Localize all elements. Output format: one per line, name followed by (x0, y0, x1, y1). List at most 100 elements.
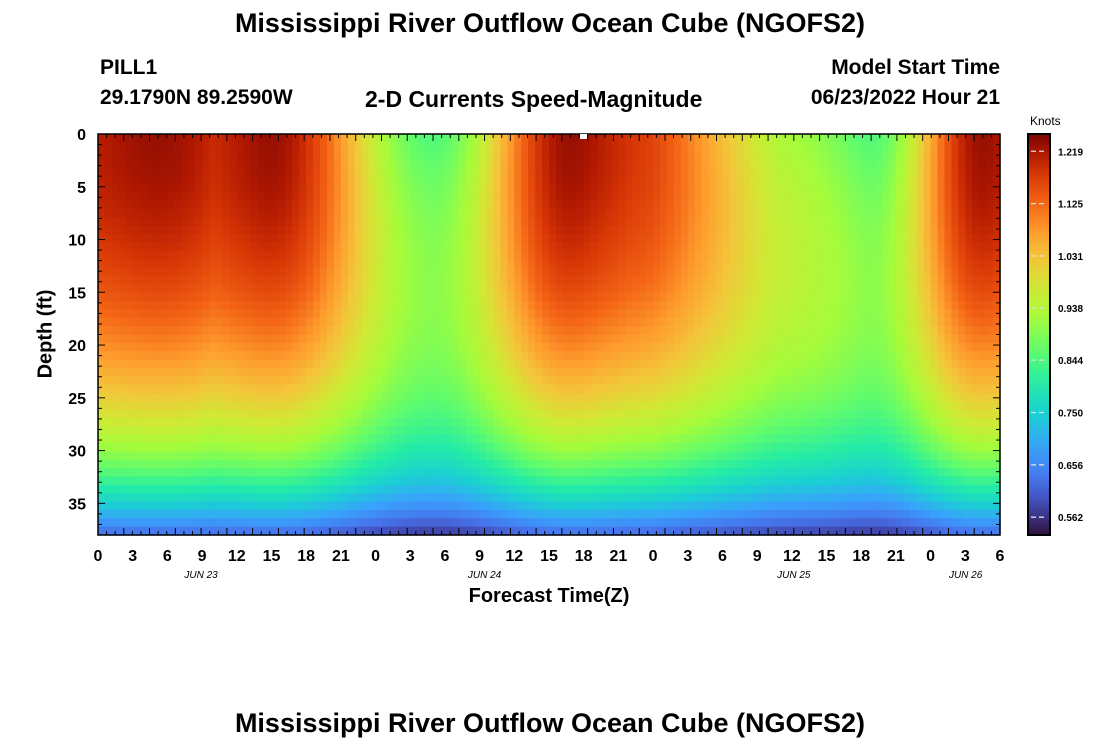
heatmap-cell (632, 317, 640, 327)
heatmap-cell (375, 192, 384, 202)
heatmap-cell (375, 276, 384, 285)
heatmap-cell (278, 175, 286, 185)
heatmap-cell (375, 267, 384, 277)
heatmap-cell (139, 242, 148, 252)
heatmap-cell (292, 217, 300, 227)
heatmap-cell (458, 134, 467, 143)
heatmap-cell (292, 484, 300, 494)
heatmap-cell (153, 359, 162, 369)
heatmap-cell (153, 392, 162, 402)
heatmap-cell (382, 509, 391, 519)
heatmap-cell (333, 167, 342, 177)
heatmap-cell (368, 159, 377, 169)
heatmap-cell (812, 359, 821, 369)
heatmap-cell (729, 518, 737, 528)
heatmap-cell (653, 142, 661, 152)
heatmap-cell (167, 459, 175, 469)
heatmap-cell (729, 476, 737, 486)
heatmap-cell (292, 225, 300, 235)
heatmap-cell (417, 150, 425, 160)
heatmap-cell (410, 418, 418, 427)
heatmap-cell (465, 167, 474, 177)
heatmap-cell (535, 501, 543, 511)
heatmap-cell (708, 342, 717, 352)
heatmap-cell (625, 242, 633, 252)
heatmap-cell (611, 159, 619, 169)
heatmap-cell (750, 501, 758, 511)
heatmap-cell (542, 476, 550, 486)
heatmap-cell (666, 351, 675, 361)
heatmap-cell (486, 276, 495, 285)
heatmap-cell (98, 242, 106, 252)
heatmap-cell (125, 434, 134, 444)
heatmap-cell (666, 167, 675, 177)
heatmap-cell (306, 426, 314, 436)
heatmap-cell (229, 392, 238, 402)
heatmap-cell (160, 209, 168, 219)
heatmap-cell (320, 384, 328, 394)
heatmap-cell (202, 134, 210, 143)
heatmap-cell (604, 242, 613, 252)
heatmap-cell (777, 409, 786, 419)
heatmap-cell (361, 326, 370, 336)
heatmap-cell (292, 175, 300, 185)
heatmap-cell (118, 234, 127, 244)
heatmap-cell (736, 392, 744, 402)
heatmap-cell (736, 292, 744, 302)
heatmap-cell (576, 159, 585, 169)
heatmap-cell (118, 518, 127, 528)
heatmap-cell (146, 484, 155, 494)
heatmap-cell (528, 501, 536, 511)
heatmap-cell (771, 418, 779, 427)
heatmap-cell (771, 234, 779, 244)
heatmap-cell (347, 342, 356, 352)
heatmap-cell (257, 317, 266, 327)
heatmap-cell (542, 267, 550, 277)
heatmap-cell (215, 142, 224, 152)
heatmap-cell (389, 184, 397, 194)
heatmap-cell (313, 509, 321, 519)
heatmap-cell (306, 401, 314, 411)
heatmap-cell (195, 351, 203, 361)
heatmap-cell (590, 392, 599, 402)
heatmap-cell (500, 217, 508, 227)
heatmap-cell (486, 250, 495, 260)
heatmap-cell (236, 376, 245, 386)
heatmap-cell (646, 217, 654, 227)
heatmap-cell (771, 276, 779, 285)
heatmap-cell (590, 342, 599, 352)
heatmap-cell (160, 493, 168, 503)
heatmap-cell (611, 451, 619, 461)
heatmap-cell (243, 493, 252, 503)
heatmap-cell (181, 401, 189, 411)
heatmap-cell (805, 259, 814, 269)
heatmap-cell (118, 217, 127, 227)
heatmap-cell (139, 443, 148, 453)
heatmap-cell (569, 284, 578, 294)
heatmap-cell (195, 359, 203, 369)
heatmap-cell (611, 459, 619, 469)
heatmap-cell (257, 259, 266, 269)
heatmap-cell (333, 401, 342, 411)
heatmap-cell (680, 342, 689, 352)
heatmap-cell (472, 150, 481, 160)
heatmap-cell (666, 342, 675, 352)
heatmap-cell (757, 267, 765, 277)
heatmap-cell (611, 392, 619, 402)
heatmap-cell (229, 317, 238, 327)
heatmap-cell (729, 292, 737, 302)
heatmap-cell (750, 292, 758, 302)
heatmap-cell (354, 134, 363, 143)
heatmap-cell (333, 493, 342, 503)
heatmap-cell (687, 376, 696, 386)
heatmap-cell (167, 468, 175, 478)
heatmap-cell (306, 150, 314, 160)
heatmap-cell (340, 493, 349, 503)
heatmap-cell (701, 209, 710, 219)
heatmap-cell (653, 317, 661, 327)
heatmap-cell (625, 392, 633, 402)
heatmap-cell (715, 484, 724, 494)
heatmap-cell (777, 334, 786, 344)
heatmap-cell (396, 284, 404, 294)
heatmap-cell (382, 225, 391, 235)
